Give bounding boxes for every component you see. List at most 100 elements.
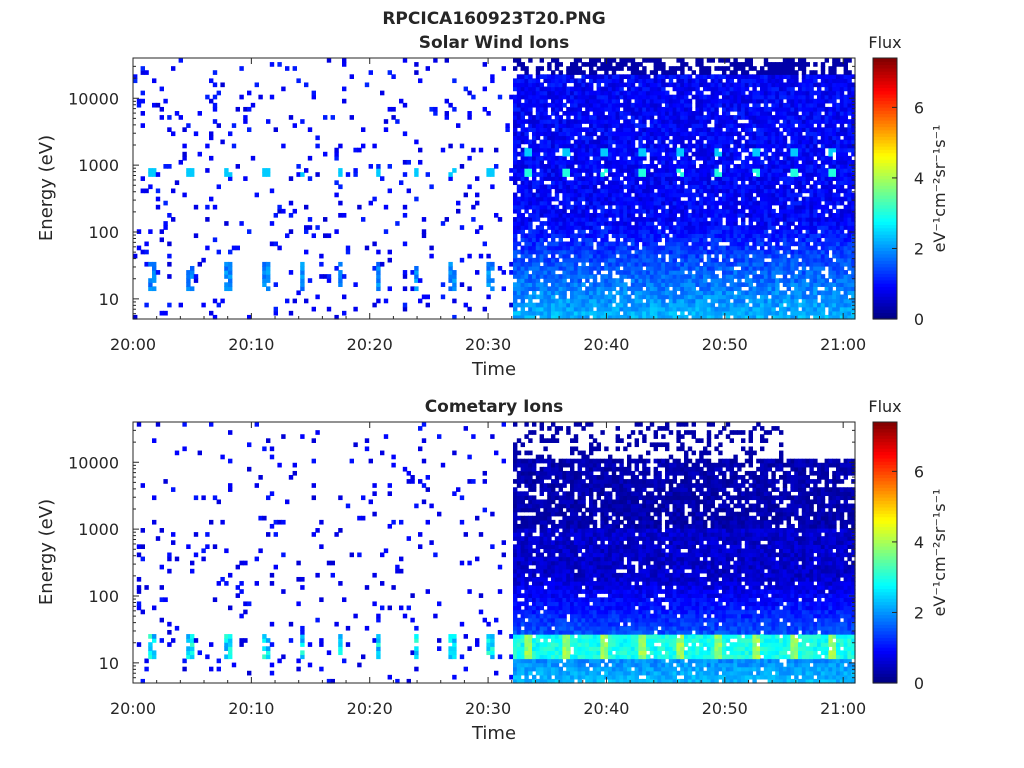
heatmap-cell <box>581 176 586 181</box>
heatmap-cell <box>706 66 712 71</box>
heatmap-cell <box>703 184 708 190</box>
heatmap-cell <box>630 127 636 133</box>
heatmap-cell <box>604 200 609 206</box>
heatmap-cell <box>520 184 525 190</box>
heatmap-cell <box>813 298 818 304</box>
heatmap-cell <box>687 172 693 177</box>
heatmap-cell <box>630 253 636 259</box>
heatmap-cell <box>524 290 529 296</box>
heatmap-cell <box>668 127 674 133</box>
heatmap-cell <box>790 135 795 141</box>
heatmap-cell <box>779 82 784 88</box>
heatmap-cell <box>638 192 643 198</box>
heatmap-cell <box>710 212 715 218</box>
heatmap-cell <box>752 98 757 104</box>
heatmap-cell <box>744 115 750 120</box>
heatmap-cell <box>687 102 693 108</box>
heatmap-cell <box>665 74 670 79</box>
heatmap-cell <box>763 294 769 300</box>
heatmap-cell <box>794 290 799 296</box>
heatmap-cell <box>570 245 575 251</box>
heatmap-cell <box>589 159 594 165</box>
heatmap-cell <box>725 78 731 84</box>
heatmap-cell <box>767 265 772 271</box>
heatmap-cell <box>801 90 807 96</box>
heatmap-cell <box>794 212 799 218</box>
heatmap-cell <box>809 245 814 251</box>
heatmap-cell <box>528 155 533 161</box>
heatmap-cell <box>752 229 757 234</box>
heatmap-cell <box>794 164 799 169</box>
heatmap-cell <box>665 302 670 308</box>
heatmap-cell <box>319 253 324 259</box>
heatmap-cell <box>528 257 533 263</box>
heatmap-cell <box>581 302 586 308</box>
heatmap-cell <box>782 188 788 194</box>
heatmap-cell <box>801 147 807 153</box>
heatmap-cell <box>741 74 746 79</box>
heatmap-cell <box>771 151 776 157</box>
heatmap-cell <box>562 274 567 279</box>
heatmap-cell <box>596 180 601 186</box>
heatmap-cell <box>710 102 715 108</box>
heatmap-cell <box>554 261 560 267</box>
heatmap-cell <box>619 302 624 308</box>
heatmap-cell <box>794 298 799 304</box>
heatmap-cell <box>748 143 753 149</box>
heatmap-cell <box>448 270 453 275</box>
heatmap-cell <box>684 229 689 234</box>
heatmap-cell <box>623 306 628 312</box>
heatmap-cell <box>551 253 556 259</box>
heatmap-cell <box>744 257 750 263</box>
heatmap-cell <box>684 282 689 287</box>
heatmap-cell <box>611 94 617 100</box>
heatmap-cell <box>661 265 666 271</box>
heatmap-cell <box>794 265 799 271</box>
heatmap-cell <box>668 302 674 308</box>
heatmap-cell <box>741 111 746 116</box>
heatmap-cell <box>577 217 582 222</box>
heatmap-cell <box>570 180 575 186</box>
heatmap-cell <box>539 98 544 104</box>
heatmap-cell <box>547 135 552 141</box>
heatmap-cell <box>630 58 636 63</box>
heatmap-cell <box>547 164 552 169</box>
heatmap-cell <box>547 86 552 92</box>
heatmap-cell <box>782 159 788 165</box>
heatmap-cell <box>589 151 594 157</box>
heatmap-cell <box>532 310 537 316</box>
heatmap-cell <box>581 196 586 202</box>
heatmap-cell <box>809 139 814 145</box>
heatmap-cell <box>353 306 358 312</box>
heatmap-cell <box>805 78 810 84</box>
heatmap-cell <box>680 192 685 198</box>
heatmap-cell <box>619 111 624 116</box>
heatmap-cell <box>714 135 719 141</box>
heatmap-cell <box>554 221 560 226</box>
heatmap-cell <box>551 270 556 275</box>
heatmap-cell <box>801 298 807 304</box>
heatmap-cell <box>756 180 761 186</box>
heatmap-cell <box>684 74 689 79</box>
heatmap-cell <box>756 74 761 79</box>
heatmap-cell <box>573 90 579 96</box>
heatmap-cell <box>524 127 529 133</box>
heatmap-cell <box>809 200 814 206</box>
heatmap-cell <box>763 249 769 255</box>
heatmap-cell <box>615 229 620 234</box>
heatmap-cell <box>562 176 567 181</box>
heatmap-cell <box>296 164 301 169</box>
heatmap-cell <box>140 123 145 128</box>
heatmap-cell <box>801 82 807 88</box>
heatmap-cell <box>551 274 556 279</box>
heatmap-cell <box>718 290 723 296</box>
heatmap-cell <box>608 188 613 194</box>
heatmap-cell <box>733 86 738 92</box>
heatmap-cell <box>467 253 472 259</box>
heatmap-cell <box>566 115 571 120</box>
heatmap-cell <box>604 306 609 312</box>
heatmap-cell <box>573 225 579 230</box>
heatmap-cell <box>551 265 556 271</box>
heatmap-cell <box>524 151 529 157</box>
heatmap-cell <box>668 184 674 190</box>
